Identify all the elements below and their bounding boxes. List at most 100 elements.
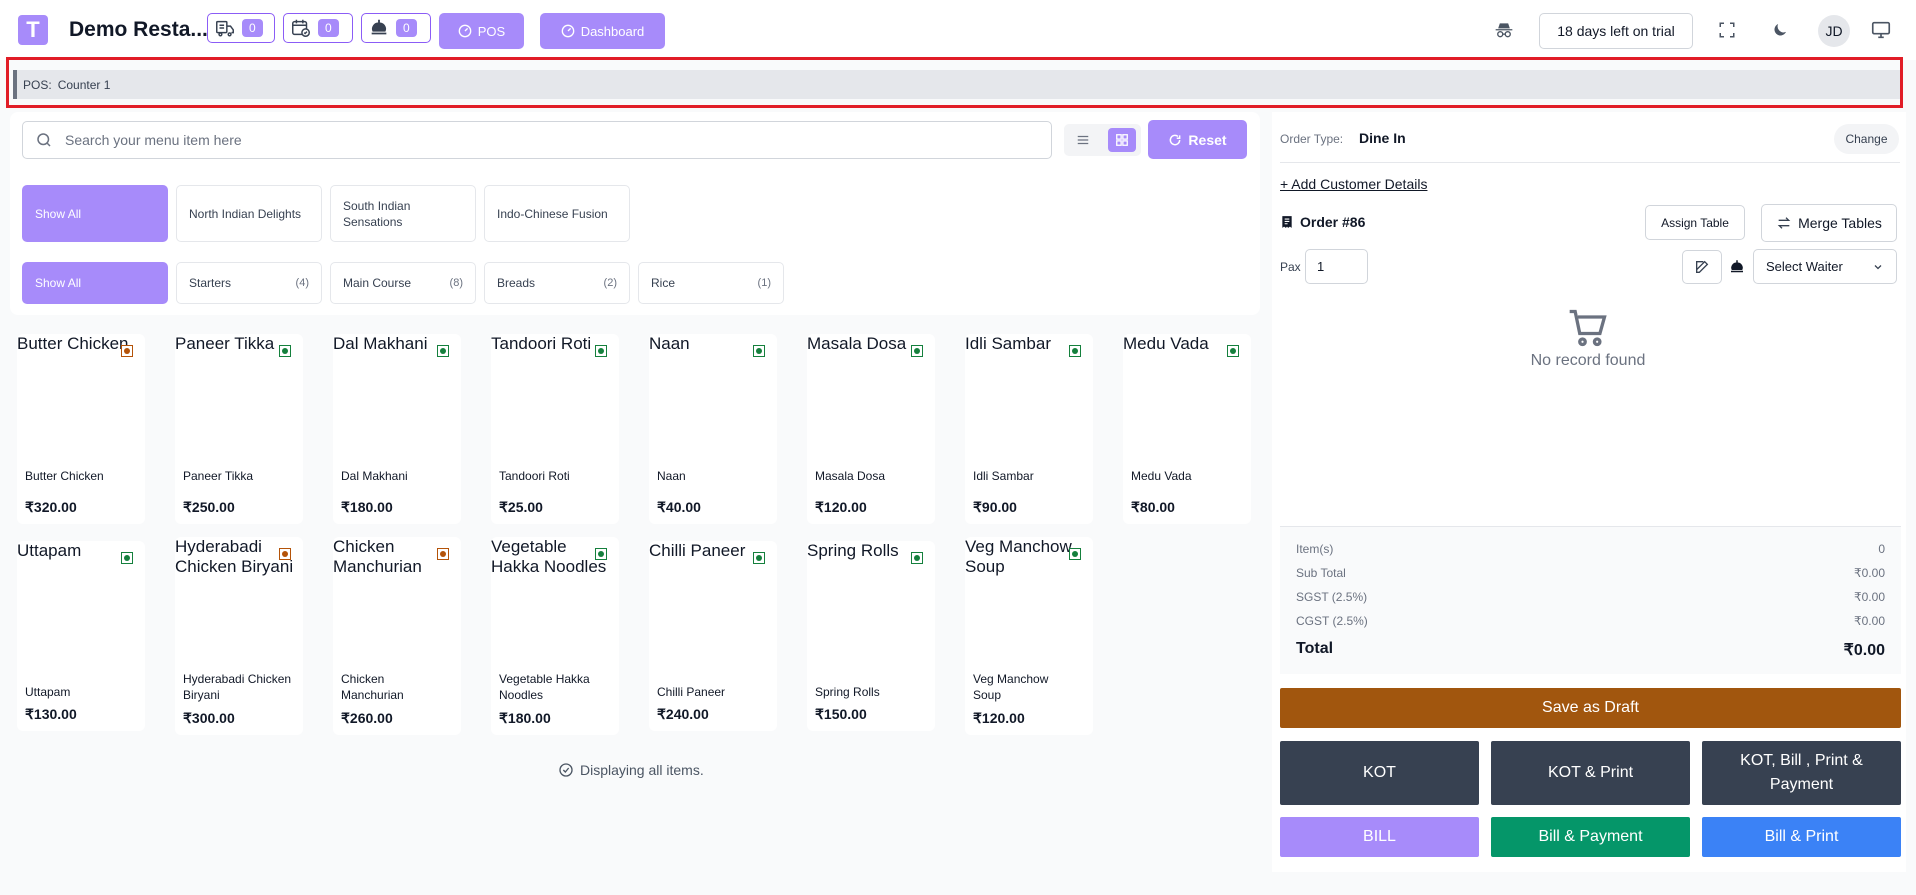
item-price: ₹250.00: [183, 499, 235, 515]
summary-label: SGST (2.5%): [1296, 590, 1368, 604]
restaurant-name[interactable]: Demo Resta...: [69, 18, 208, 41]
summary-label: Sub Total: [1296, 566, 1346, 580]
list-view-button[interactable]: [1069, 128, 1097, 152]
menu-item-card[interactable]: Hyderabadi Chicken Biryani Hyderabadi Chi…: [175, 537, 303, 735]
merge-tables-button[interactable]: Merge Tables: [1761, 204, 1897, 242]
item-name: Naan: [657, 469, 686, 483]
receipt-icon: [1282, 216, 1292, 228]
kot-bill-print-payment-button[interactable]: KOT, Bill , Print & Payment: [1702, 741, 1901, 805]
menu-chip-north-indian[interactable]: North Indian Delights: [176, 185, 322, 242]
item-image: Paneer Tikka: [175, 334, 275, 353]
item-name: Medu Vada: [1131, 469, 1192, 483]
category-label: Breads: [497, 276, 536, 290]
menu-item-card[interactable]: Vegetable Hakka Noodles Vegetable Hakka N…: [491, 537, 619, 735]
summary-subtotal-row: Sub Total ₹0.00: [1296, 566, 1885, 580]
summary-sgst-row: SGST (2.5%) ₹0.00: [1296, 590, 1885, 604]
pos-button[interactable]: POS: [439, 13, 524, 49]
add-customer-link[interactable]: + Add Customer Details: [1280, 176, 1428, 192]
item-price: ₹120.00: [815, 499, 867, 515]
menu-item-card[interactable]: Masala Dosa Masala Dosa ₹120.00: [807, 334, 935, 524]
menu-chip-south-indian[interactable]: South Indian Sensations: [330, 185, 476, 242]
divider: [1280, 162, 1900, 163]
item-price: ₹180.00: [499, 710, 551, 726]
merge-tables-label: Merge Tables: [1798, 215, 1882, 231]
displaying-status: Displaying all items.: [558, 762, 704, 778]
kot-print-button[interactable]: KOT & Print: [1491, 741, 1690, 805]
menu-chip-indo-chinese[interactable]: Indo-Chinese Fusion: [484, 185, 630, 242]
kot-button[interactable]: KOT: [1280, 741, 1479, 805]
pax-input[interactable]: 1: [1305, 249, 1368, 284]
save-draft-button[interactable]: Save as Draft: [1280, 688, 1901, 728]
item-name: Butter Chicken: [25, 469, 104, 483]
fullscreen-icon[interactable]: [1715, 18, 1739, 42]
menu-item-card[interactable]: Tandoori Roti Tandoori Roti ₹25.00: [491, 334, 619, 524]
item-name: Hyderabadi Chicken Biryani: [183, 672, 292, 702]
item-image: Naan: [649, 334, 690, 353]
item-price: ₹240.00: [657, 706, 709, 722]
menu-item-card[interactable]: Idli Sambar Idli Sambar ₹90.00: [965, 334, 1093, 524]
category-chip-breads[interactable]: Breads (2): [484, 262, 630, 304]
menu-item-card[interactable]: Spring Rolls Spring Rolls ₹150.00: [807, 541, 935, 731]
waiter-requests-button[interactable]: 0: [361, 13, 431, 43]
view-toggle: [1064, 124, 1141, 156]
reset-button[interactable]: Reset: [1148, 120, 1247, 159]
item-name: Chicken Manchurian: [341, 672, 404, 702]
top-bar: T Demo Resta... 0 0 0 POS Dashboard 18 d…: [0, 0, 1916, 60]
assign-table-button[interactable]: Assign Table: [1645, 205, 1745, 240]
dark-mode-icon[interactable]: [1768, 18, 1792, 42]
delivery-orders-button[interactable]: 0: [207, 13, 275, 43]
item-image: Hyderabadi Chicken Biryani: [175, 537, 294, 576]
summary-value: ₹0.00: [1854, 614, 1885, 628]
trial-badge[interactable]: 18 days left on trial: [1539, 13, 1693, 49]
veg-indicator-icon: [911, 552, 923, 564]
summary-label: Item(s): [1296, 542, 1334, 556]
category-chip-starters[interactable]: Starters (4): [176, 262, 322, 304]
search-input[interactable]: [65, 132, 965, 148]
search-box[interactable]: [22, 121, 1052, 159]
change-order-type-button[interactable]: Change: [1834, 124, 1899, 154]
empty-cart-text: No record found: [1530, 352, 1646, 369]
menu-item-card[interactable]: Dal Makhani Dal Makhani ₹180.00: [333, 334, 461, 524]
chevron-down-icon: [1874, 264, 1882, 269]
monitor-icon[interactable]: [1869, 18, 1893, 42]
menu-item-card[interactable]: Medu Vada Medu Vada ₹80.00: [1123, 334, 1251, 524]
bill-payment-button[interactable]: Bill & Payment: [1491, 817, 1690, 857]
user-avatar[interactable]: JD: [1818, 15, 1850, 47]
veg-indicator-icon: [595, 548, 607, 560]
item-image: Masala Dosa: [807, 334, 907, 353]
waiter-select[interactable]: Select Waiter: [1753, 249, 1897, 284]
menu-item-card[interactable]: Chicken Manchurian Chicken Manchurian ₹260…: [333, 537, 461, 735]
veg-indicator-icon: [1069, 548, 1081, 560]
category-chip-main-course[interactable]: Main Course (8): [330, 262, 476, 304]
calendar-check-icon: [292, 19, 310, 37]
category-chip-rice[interactable]: Rice (1): [638, 262, 784, 304]
summary-total-value: ₹0.00: [1843, 642, 1885, 659]
edit-order-note-button[interactable]: [1682, 250, 1722, 284]
item-price: ₹25.00: [499, 499, 543, 515]
category-count: (1): [757, 277, 771, 289]
incognito-icon[interactable]: [1492, 18, 1516, 42]
waiter-requests-count: 0: [396, 19, 417, 37]
category-label: Show All: [35, 276, 82, 290]
dashboard-button[interactable]: Dashboard: [540, 13, 665, 49]
reservations-button[interactable]: 0: [283, 13, 353, 43]
grid-view-button[interactable]: [1107, 128, 1136, 152]
menu-chip-show-all[interactable]: Show All: [22, 185, 168, 242]
menu-item-card[interactable]: Naan Naan ₹40.00: [649, 334, 777, 524]
item-image: Idli Sambar: [965, 334, 1051, 353]
item-image: Chilli Paneer: [649, 541, 746, 560]
menu-item-card[interactable]: Veg Manchow Soup Veg Manchow Soup ₹120.00: [965, 537, 1093, 735]
menu-item-card[interactable]: Paneer Tikka Paneer Tikka ₹250.00: [175, 334, 303, 524]
app-logo[interactable]: T: [18, 15, 48, 45]
order-number: Order #86: [1280, 214, 1365, 230]
category-chip-show-all[interactable]: Show All: [22, 262, 168, 304]
bill-print-button[interactable]: Bill & Print: [1702, 817, 1901, 857]
check-circle-icon: [559, 763, 573, 777]
menu-item-card[interactable]: Uttapam Uttapam ₹130.00: [17, 541, 145, 731]
bill-button[interactable]: BILL: [1280, 817, 1479, 857]
veg-indicator-icon: [437, 345, 449, 357]
menu-item-card[interactable]: Butter Chicken Butter Chicken ₹320.00: [17, 334, 145, 524]
item-price: ₹180.00: [341, 499, 393, 515]
category-count: (2): [603, 277, 617, 289]
menu-item-card[interactable]: Chilli Paneer Chilli Paneer ₹240.00: [649, 541, 777, 731]
